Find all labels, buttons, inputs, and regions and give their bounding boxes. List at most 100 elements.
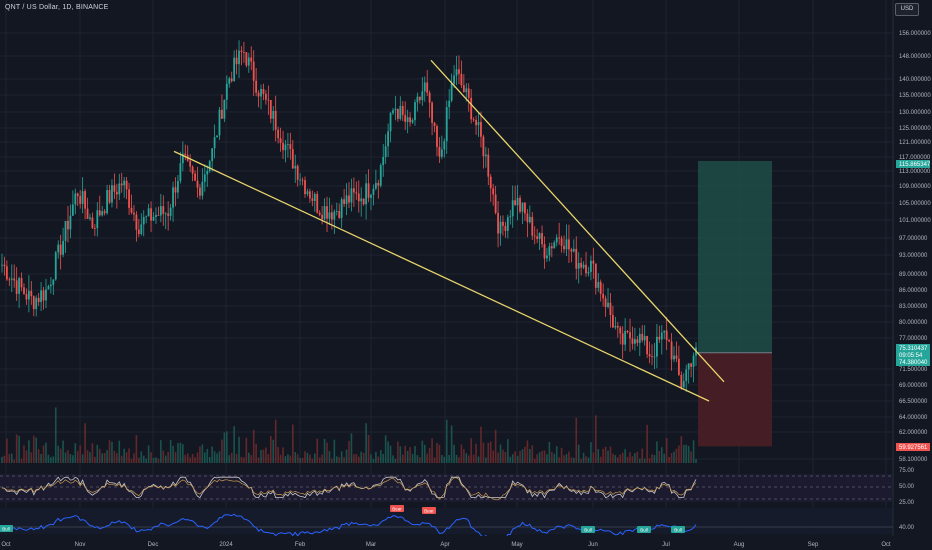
volume-bar bbox=[218, 451, 221, 463]
volume-bar bbox=[13, 459, 16, 463]
price-axis-label: 125.000000 bbox=[899, 126, 931, 132]
volume-bar bbox=[277, 447, 279, 463]
candle-body bbox=[355, 192, 358, 194]
volume-bar bbox=[682, 445, 685, 463]
currency-button[interactable]: USD bbox=[895, 3, 919, 16]
candle-body bbox=[357, 193, 360, 202]
candle-body bbox=[590, 260, 592, 272]
candle-body bbox=[64, 220, 67, 241]
price-tag-text: 115.865347 bbox=[899, 162, 931, 168]
volume-bar bbox=[648, 458, 651, 463]
candle-body bbox=[3, 264, 6, 267]
volume-bar bbox=[223, 432, 226, 463]
drawn-trendlines[interactable] bbox=[173, 59, 725, 402]
volume-bar bbox=[311, 458, 314, 463]
candle-body bbox=[291, 149, 294, 169]
candle-body bbox=[646, 336, 649, 355]
volume-bar bbox=[590, 442, 592, 463]
candle-body bbox=[86, 208, 89, 219]
volume-bar bbox=[309, 454, 311, 463]
volume-bar bbox=[255, 443, 257, 463]
candle-body bbox=[111, 185, 113, 203]
volume-bar bbox=[397, 441, 399, 463]
signal-label-box bbox=[390, 505, 404, 512]
volume-bar bbox=[551, 452, 553, 463]
price-axis-label: 66.500000 bbox=[899, 399, 928, 405]
candlestick-series bbox=[1, 40, 697, 392]
volume-bar bbox=[563, 455, 565, 463]
volume-bar bbox=[514, 451, 516, 463]
stop-zone[interactable] bbox=[698, 352, 772, 447]
candle-body bbox=[423, 82, 426, 92]
volume-bar bbox=[475, 443, 477, 463]
price-axis-background bbox=[893, 0, 932, 550]
lower-trendline bbox=[173, 150, 710, 402]
candle-body bbox=[460, 73, 463, 86]
candle-body bbox=[330, 212, 333, 220]
signal-label-bull: Bull bbox=[637, 526, 651, 533]
candle-body bbox=[147, 208, 150, 217]
candle-body bbox=[27, 290, 30, 300]
candle-body bbox=[604, 298, 607, 307]
volume-bar bbox=[265, 447, 267, 463]
volume-bar bbox=[399, 446, 402, 463]
rsi-background bbox=[0, 474, 893, 502]
candle-body bbox=[174, 187, 177, 193]
candle-body bbox=[445, 107, 448, 142]
volume-bar bbox=[72, 455, 74, 463]
candle-body bbox=[301, 179, 304, 181]
volume-bar bbox=[145, 458, 147, 463]
candle-body bbox=[59, 244, 62, 255]
price-axis-label: 80.000000 bbox=[899, 320, 928, 326]
volume-bar bbox=[47, 454, 50, 463]
signal-label-bull: Bull bbox=[581, 526, 595, 533]
candle-body bbox=[656, 336, 658, 357]
volume-bar bbox=[416, 455, 419, 463]
volume-bar bbox=[50, 457, 52, 463]
long-position-tool[interactable] bbox=[698, 160, 772, 447]
candle-body bbox=[548, 246, 551, 256]
price-tag-text: 75.310437 bbox=[899, 346, 928, 352]
volume-bar bbox=[296, 454, 299, 463]
candle-body bbox=[309, 191, 311, 199]
volume-bar bbox=[629, 452, 631, 463]
volume-bar bbox=[140, 451, 143, 463]
candle-body bbox=[626, 330, 629, 333]
volume-bar bbox=[546, 454, 548, 463]
candle-body bbox=[619, 327, 622, 334]
volume-bar bbox=[533, 458, 536, 463]
time-axis[interactable]: Oct Nov Dec 2024 Feb Mar Apr May Jun Jul Aug Sep Oct bbox=[0, 536, 932, 550]
volume-bar bbox=[597, 449, 600, 463]
target-zone[interactable] bbox=[698, 160, 772, 353]
candle-body bbox=[81, 191, 84, 204]
candle-body bbox=[572, 248, 575, 252]
candle-body bbox=[475, 119, 477, 126]
volume-bar bbox=[206, 448, 209, 463]
candle-body bbox=[616, 325, 619, 328]
candle-body bbox=[216, 135, 218, 138]
price-axis[interactable]: 156.000000 148.000000 140.000000 135.000000… bbox=[892, 0, 932, 550]
volume-bar bbox=[558, 457, 560, 463]
volume-bar bbox=[445, 419, 448, 463]
volume-bar bbox=[262, 449, 265, 463]
volume-bar bbox=[636, 451, 639, 463]
candle-body bbox=[333, 211, 336, 220]
volume-bar bbox=[118, 440, 121, 463]
volume-bar bbox=[116, 453, 118, 463]
time-axis-label: Oct bbox=[881, 542, 891, 548]
candle-body bbox=[360, 198, 363, 202]
volume-bar bbox=[169, 440, 172, 463]
candle-body bbox=[47, 286, 50, 290]
volume-bar bbox=[685, 444, 688, 463]
volume-bar bbox=[612, 453, 614, 463]
symbol-title[interactable]: QNT / US Dollar, 1D, BINANCE bbox=[5, 4, 109, 11]
candle-body bbox=[172, 187, 174, 208]
price-axis-label: 97.000000 bbox=[899, 236, 928, 242]
volume-bar bbox=[421, 440, 424, 463]
volume-bar bbox=[406, 451, 409, 463]
volume-bar bbox=[54, 407, 57, 463]
volume-bar bbox=[164, 455, 167, 463]
volume-bar bbox=[607, 450, 609, 463]
volume-bar bbox=[25, 450, 28, 463]
